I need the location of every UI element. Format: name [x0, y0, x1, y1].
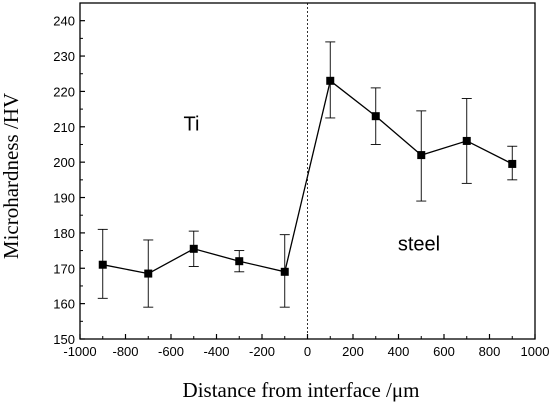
- y-axis-ticks: 150 160 170 180 190 200 210 220 230 240: [53, 2, 85, 347]
- annotation-ti: Ti: [184, 113, 200, 135]
- data-point: [235, 257, 244, 266]
- y-tick-label: 160: [53, 297, 75, 312]
- data-point: [417, 151, 426, 160]
- y-tick-label: 190: [53, 191, 75, 206]
- annotations: Ti steel: [184, 113, 441, 255]
- x-tick-label: -200: [249, 344, 275, 359]
- x-tick-label: 600: [433, 344, 455, 359]
- data-point: [98, 260, 107, 269]
- data-point: [280, 267, 289, 276]
- x-tick-label: 800: [479, 344, 501, 359]
- data-point: [371, 112, 380, 121]
- y-axis-title: Microhardness /HV: [0, 93, 23, 259]
- x-tick-label: -400: [203, 344, 229, 359]
- series-line: [102, 79, 513, 275]
- y-tick-label: 240: [53, 14, 75, 29]
- y-tick-label: 180: [53, 226, 75, 241]
- y-tick-label: 230: [53, 49, 75, 64]
- data-point: [326, 76, 335, 85]
- annotation-steel: steel: [398, 234, 440, 256]
- x-tick-label: 200: [342, 344, 364, 359]
- data-point: [508, 159, 517, 168]
- x-tick-label: 1000: [521, 344, 550, 359]
- x-tick-label: -600: [158, 344, 184, 359]
- data-point: [189, 244, 198, 253]
- x-tick-label: -800: [112, 344, 138, 359]
- x-tick-label: 400: [388, 344, 410, 359]
- x-tick-label: -1000: [63, 344, 96, 359]
- data-point: [144, 269, 153, 278]
- x-axis-title: Distance from interface /μm: [183, 378, 420, 402]
- y-tick-label: 210: [53, 120, 75, 135]
- y-tick-label: 200: [53, 155, 75, 170]
- y-tick-label: 170: [53, 261, 75, 276]
- x-tick-label: 0: [304, 344, 311, 359]
- x-axis-ticks: -1000 -800 -600 -400 -200 0 200 400 600 800 1000: [63, 334, 549, 359]
- data-point: [462, 136, 471, 145]
- y-tick-label: 150: [53, 332, 75, 347]
- y-tick-label: 220: [53, 84, 75, 99]
- data-series: [97, 41, 518, 308]
